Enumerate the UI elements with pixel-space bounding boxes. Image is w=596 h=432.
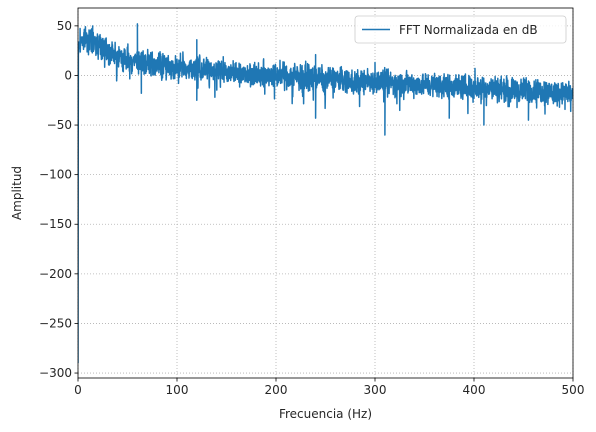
- x-axis-label: Frecuencia (Hz): [279, 407, 372, 421]
- legend: FFT Normalizada en dB: [355, 16, 566, 43]
- y-axis-label: Amplitud: [10, 166, 24, 220]
- y-tick-label: −150: [39, 217, 72, 231]
- x-tick-label: 0: [74, 383, 82, 397]
- x-tick-label: 400: [463, 383, 486, 397]
- x-tick-label: 100: [166, 383, 189, 397]
- legend-label: FFT Normalizada en dB: [399, 23, 538, 37]
- y-tick-label: −50: [47, 118, 72, 132]
- y-tick-label: −250: [39, 316, 72, 330]
- x-tick-label: 200: [265, 383, 288, 397]
- y-tick-label: 50: [57, 19, 72, 33]
- y-tick-label: 0: [64, 68, 72, 82]
- y-tick-label: −100: [39, 168, 72, 182]
- y-tick-label: −300: [39, 366, 72, 380]
- x-tick-label: 300: [364, 383, 387, 397]
- x-tick-label: 500: [562, 383, 585, 397]
- y-tick-label: −200: [39, 267, 72, 281]
